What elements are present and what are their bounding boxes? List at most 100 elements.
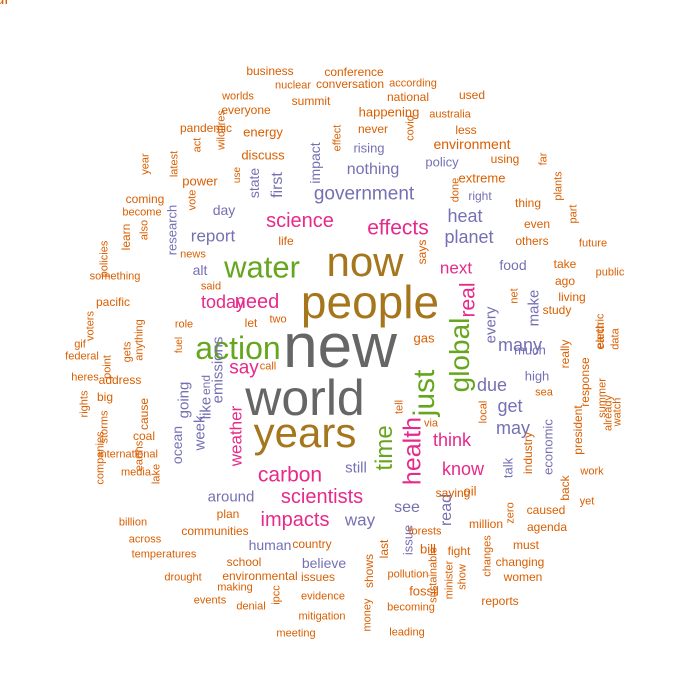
word-cause: cause [137, 397, 151, 431]
word-water: water [224, 249, 300, 285]
word-vote: vote [186, 189, 199, 211]
word-communities: communities [181, 524, 249, 538]
word-week: week [191, 415, 209, 451]
word-plan: plan [216, 507, 240, 521]
word-every: every [482, 306, 500, 344]
word-pollution: pollution [387, 568, 429, 581]
word-become: become [122, 206, 162, 219]
word-take: take [553, 257, 577, 271]
word-nuclear: nuclear [274, 79, 312, 92]
word-just: just [408, 369, 441, 417]
word-money: money [361, 598, 374, 632]
word-use: use [232, 166, 243, 184]
word-heres: heres [71, 371, 99, 384]
word-say: say [229, 357, 259, 379]
word-billion: billion [118, 516, 148, 529]
word-becoming: becoming [387, 601, 435, 614]
word-caused: caused [526, 503, 566, 517]
word-fuel: fuel [174, 336, 185, 354]
word-net: net [508, 288, 521, 304]
word-data: data [609, 328, 622, 350]
word-right: right [468, 189, 492, 203]
word-policy: policy [425, 154, 459, 170]
word-wildfires: wildfires [215, 110, 228, 150]
word-must: must [512, 538, 540, 552]
word-latest: latest [168, 150, 181, 178]
word-environment: environment [433, 136, 511, 152]
word-like: like [197, 396, 215, 420]
word-end: end [199, 374, 213, 396]
word-impact: impact [307, 142, 323, 184]
word-back: back [558, 475, 572, 501]
word-something: something [89, 270, 141, 283]
word-action: action [195, 330, 281, 366]
word-drought: drought [164, 571, 202, 584]
word-report: report [190, 226, 236, 246]
word-believe: believe [301, 555, 347, 571]
word-show: show [456, 564, 469, 590]
word-electric: electric [594, 313, 607, 349]
word-carbon: carbon [257, 463, 323, 487]
word-part: part [567, 204, 580, 224]
word-point: point [101, 355, 114, 379]
word-pacific: pacific [95, 295, 131, 309]
word-says: says [415, 239, 429, 265]
word-people: people [300, 276, 440, 328]
word-ocean: ocean [169, 425, 185, 465]
word-less: less [455, 123, 477, 137]
word-evidence: evidence [300, 590, 346, 603]
word-world: world [245, 370, 365, 426]
word-local: local [477, 400, 490, 424]
word-response: response [578, 357, 592, 407]
word-two: two [269, 313, 287, 326]
word-years: years [253, 409, 357, 456]
word-women: women [503, 570, 543, 584]
word-used: used [458, 88, 486, 102]
word-state: state [246, 167, 262, 199]
word-making: making [217, 581, 253, 594]
word-power: power [182, 173, 218, 189]
word-impacts: impacts [260, 509, 330, 531]
word-zero: zero [504, 502, 517, 524]
word-new: new [283, 312, 397, 381]
word-done: done [449, 177, 462, 203]
word-today: today [200, 292, 246, 312]
word-tell: tell [393, 399, 406, 415]
word-health: health [398, 416, 427, 486]
word-covid: covid [404, 115, 417, 141]
word-news: news [180, 248, 206, 261]
word-international: international [98, 448, 158, 461]
word-around: around [207, 488, 255, 506]
word-environmental: environmental [222, 569, 298, 583]
word-worlds: worlds [222, 90, 254, 103]
word-life: life [278, 234, 294, 248]
word-call: call [259, 360, 277, 373]
word-summit: summit [291, 94, 331, 108]
word-yet: yet [579, 495, 595, 508]
word-president: president [571, 405, 585, 455]
word-get: get [497, 396, 523, 416]
word-work: work [580, 465, 604, 478]
word-effects: effects [367, 216, 429, 240]
word-ipcc: ipcc [270, 585, 283, 605]
word-gas: gas [413, 330, 435, 346]
word-human: human [248, 537, 292, 553]
word-future: future [578, 237, 608, 250]
word-know: know [441, 459, 485, 479]
word-energy: energy [243, 124, 283, 140]
word-federal: federal [65, 350, 99, 363]
word-said: said [200, 280, 222, 293]
word-see: see [394, 499, 420, 516]
word-via: via [423, 417, 439, 430]
word-weather: weather [226, 405, 246, 467]
word-extreme: extreme [458, 170, 506, 186]
word-first: first [269, 172, 286, 198]
word-coal: coal [132, 429, 156, 443]
word-temperatures: temperatures [131, 548, 197, 561]
word-minister: minister [443, 560, 456, 600]
word-way: way [344, 510, 376, 530]
word-real: real [456, 282, 480, 318]
word-due: due [476, 375, 508, 395]
word-really: really [558, 339, 572, 369]
